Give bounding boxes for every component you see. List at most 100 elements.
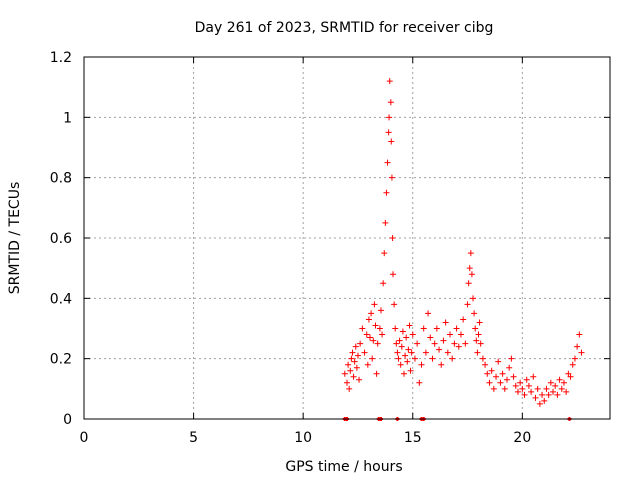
x-tick-label: 5 xyxy=(189,430,198,446)
data-point xyxy=(503,376,510,383)
data-point xyxy=(528,388,535,395)
y-tick-label: 0.8 xyxy=(50,171,72,187)
data-point xyxy=(414,340,421,347)
data-point xyxy=(402,352,409,359)
data-point xyxy=(508,355,515,362)
data-point xyxy=(576,331,583,338)
data-point xyxy=(436,346,443,353)
data-point xyxy=(523,376,530,383)
data-point xyxy=(392,325,399,332)
data-point xyxy=(398,343,405,350)
data-point xyxy=(350,373,357,380)
data-point xyxy=(370,337,377,344)
data-point xyxy=(429,355,436,362)
data-point xyxy=(418,361,425,368)
data-point xyxy=(433,325,440,332)
data-point xyxy=(493,373,500,380)
data-marks xyxy=(341,78,585,421)
data-point xyxy=(409,331,416,338)
y-tick-label: 0.2 xyxy=(50,352,72,368)
data-point xyxy=(442,319,449,326)
data-point xyxy=(466,265,473,272)
data-point xyxy=(344,379,350,386)
data-point xyxy=(367,334,374,341)
data-point xyxy=(379,331,386,338)
data-point xyxy=(377,307,384,314)
x-tick-label: 15 xyxy=(404,430,422,446)
data-point xyxy=(486,379,493,386)
data-point xyxy=(482,361,489,368)
axis-ticks: 0 0.2 0.4 0.6 0.8 1 1.2 0 5 10 15 20 xyxy=(50,50,610,446)
data-point xyxy=(578,349,585,356)
data-point xyxy=(374,340,381,347)
data-point xyxy=(488,367,495,374)
data-point xyxy=(364,361,371,368)
data-point xyxy=(484,370,491,377)
grid xyxy=(84,57,610,419)
data-point xyxy=(373,370,380,377)
data-point xyxy=(356,376,363,383)
data-point xyxy=(501,385,508,392)
data-point xyxy=(510,373,517,380)
data-point xyxy=(354,352,361,359)
data-point xyxy=(351,358,358,365)
data-point xyxy=(363,331,370,338)
data-point xyxy=(497,379,504,386)
data-point xyxy=(490,385,497,392)
data-point xyxy=(422,349,429,356)
data-point xyxy=(361,349,368,356)
data-point xyxy=(369,355,376,362)
data-point xyxy=(396,337,403,344)
data-point xyxy=(457,331,464,338)
data-point xyxy=(394,349,401,356)
data-point xyxy=(368,310,375,317)
data-point xyxy=(447,331,454,338)
data-point xyxy=(359,325,366,332)
data-point xyxy=(465,280,472,287)
data-point xyxy=(563,388,570,395)
data-point xyxy=(574,343,581,350)
data-point xyxy=(411,355,418,362)
data-point xyxy=(386,114,393,121)
data-point xyxy=(473,337,480,344)
data-point xyxy=(506,364,513,371)
data-point xyxy=(571,355,578,362)
data-point xyxy=(569,361,576,368)
data-point xyxy=(512,382,519,389)
data-point xyxy=(479,355,486,362)
data-point xyxy=(365,316,372,323)
data-point xyxy=(385,129,392,136)
data-point xyxy=(556,376,563,383)
data-point xyxy=(393,340,400,347)
data-point xyxy=(345,361,352,368)
data-point xyxy=(397,361,404,368)
x-tick-label: 20 xyxy=(513,430,531,446)
data-point xyxy=(403,334,410,341)
data-point xyxy=(517,379,524,386)
data-point xyxy=(347,367,354,374)
data-point xyxy=(353,364,360,371)
data-point xyxy=(451,340,458,347)
data-point xyxy=(534,385,541,392)
data-point xyxy=(427,334,434,341)
data-point xyxy=(431,340,438,347)
y-tick-label: 0 xyxy=(63,412,72,428)
data-point xyxy=(547,379,554,386)
data-point xyxy=(560,379,567,386)
data-point xyxy=(425,310,432,317)
data-point xyxy=(349,349,356,356)
data-point xyxy=(399,328,406,335)
data-point xyxy=(420,325,427,332)
data-point xyxy=(383,189,390,196)
data-point xyxy=(352,343,359,350)
data-point xyxy=(346,385,353,392)
chart-title: Day 261 of 2023, SRMTID for receiver cib… xyxy=(195,20,494,36)
data-point xyxy=(470,295,477,302)
data-point xyxy=(519,385,526,392)
data-point xyxy=(514,388,521,395)
data-point xyxy=(406,322,413,329)
data-point xyxy=(455,343,462,350)
data-point xyxy=(558,385,565,392)
data-point xyxy=(475,331,482,338)
